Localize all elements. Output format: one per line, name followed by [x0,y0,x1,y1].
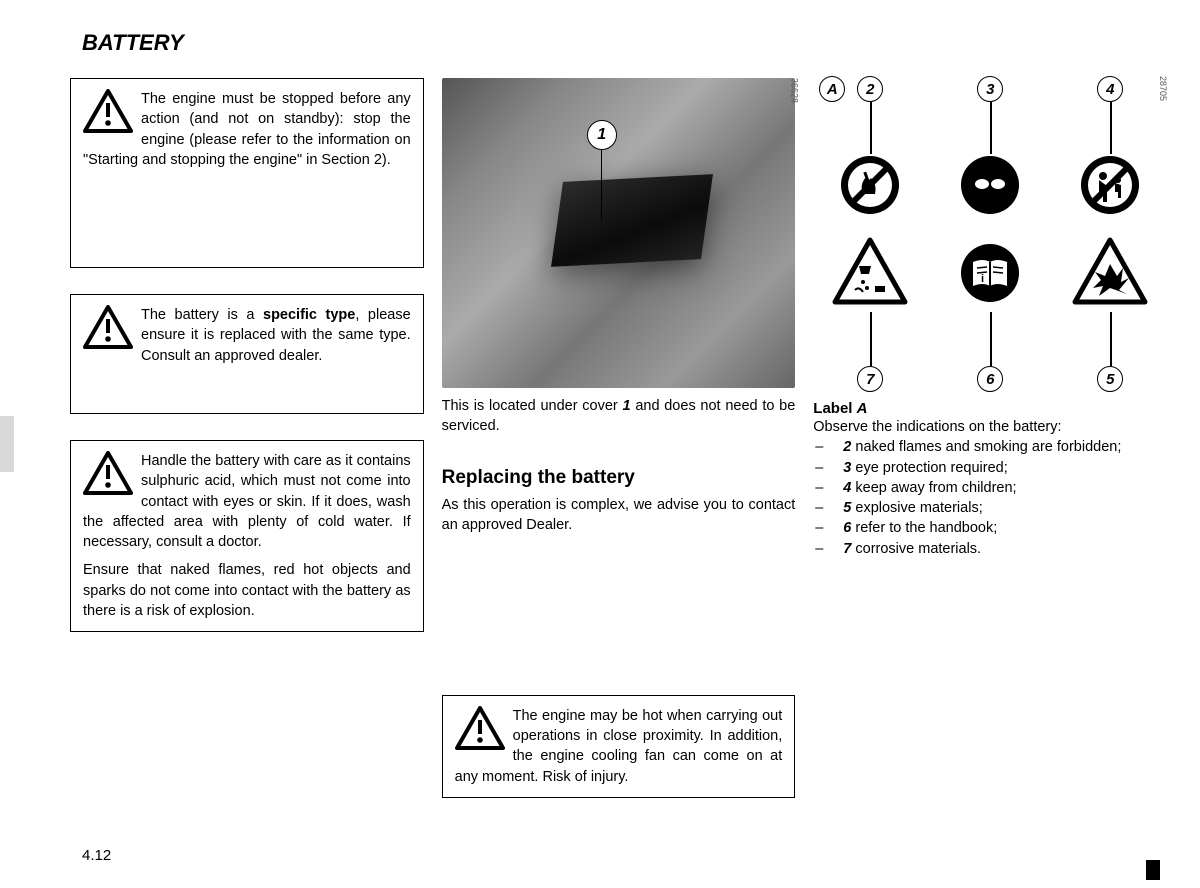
subheading-replacing-battery: Replacing the battery [442,467,796,489]
corrosive-icon [831,236,909,311]
page-title: BATTERY [82,30,184,56]
column-1: The engine must be stopped before any ac… [70,30,424,858]
page-tab [0,416,14,472]
leader-line [1110,312,1112,366]
warning-text-p2: Ensure that naked flames, red hot object… [83,560,411,621]
label-intro: Observe the indications on the battery: [813,417,1160,437]
warning-icon [83,305,133,349]
callout-1: 1 [587,120,617,220]
callout-bubble-6: 6 [977,366,1003,392]
list-item: 2 naked flames and smoking are forbidden… [829,437,1160,457]
diagram-reference-number: 28705 [1158,76,1168,101]
column-3: 28705 A 2 3 4 [813,30,1160,858]
warning-icon [83,451,133,495]
leader-line [990,102,992,154]
no-flame-icon [839,154,901,221]
battery-in-photo [551,174,713,267]
list-item: 7 corrosive materials. [829,539,1160,559]
photo-caption: This is located under cover 1 and does n… [442,396,796,437]
leader-line [870,102,872,154]
leader-line [1110,102,1112,154]
goggles-icon [959,154,1021,221]
label-title: Label A [813,400,1160,417]
warning-box-specific-type: The battery is a specific type, please e… [70,294,424,414]
warning-icon [83,89,133,133]
explosive-icon [1071,236,1149,311]
callout-bubble-2: 2 [857,76,883,102]
callout-bubble-4: 4 [1097,76,1123,102]
warning-box-engine-hot: The engine may be hot when carrying out … [442,695,796,798]
warning-box-engine-stopped: The engine must be stopped before any ac… [70,78,424,268]
list-item: 6 refer to the handbook; [829,518,1160,538]
engine-bay-photo: 1 36628 [442,78,796,388]
callout-bubble-5: 5 [1097,366,1123,392]
column-2: 1 36628 This is located under cover 1 an… [442,30,796,858]
corner-mark [1146,860,1160,880]
leader-line [990,312,992,366]
callout-leader-line [601,150,603,220]
callout-bubble-3: 3 [977,76,1003,102]
body-text-replacing: As this operation is complex, we advise … [442,495,796,536]
keep-away-children-icon [1079,154,1141,221]
handbook-icon: i [959,242,1021,309]
list-item: 4 keep away from children; [829,478,1160,498]
photo-reference-number: 36628 [789,78,799,103]
list-item: 3 eye protection required; [829,458,1160,478]
list-item: 5 explosive materials; [829,498,1160,518]
page-number: 4.12 [82,847,111,864]
callout-bubble-1: 1 [587,120,617,150]
warning-box-sulphuric-acid: Handle the battery with care as it conta… [70,440,424,632]
leader-line [870,312,872,366]
svg-text:i: i [981,273,984,285]
label-diagram: 28705 A 2 3 4 [813,76,1160,396]
label-list: 2 naked flames and smoking are forbidden… [813,437,1160,559]
callout-bubble-A: A [819,76,845,102]
warning-icon [455,706,505,750]
callout-bubble-7: 7 [857,366,883,392]
